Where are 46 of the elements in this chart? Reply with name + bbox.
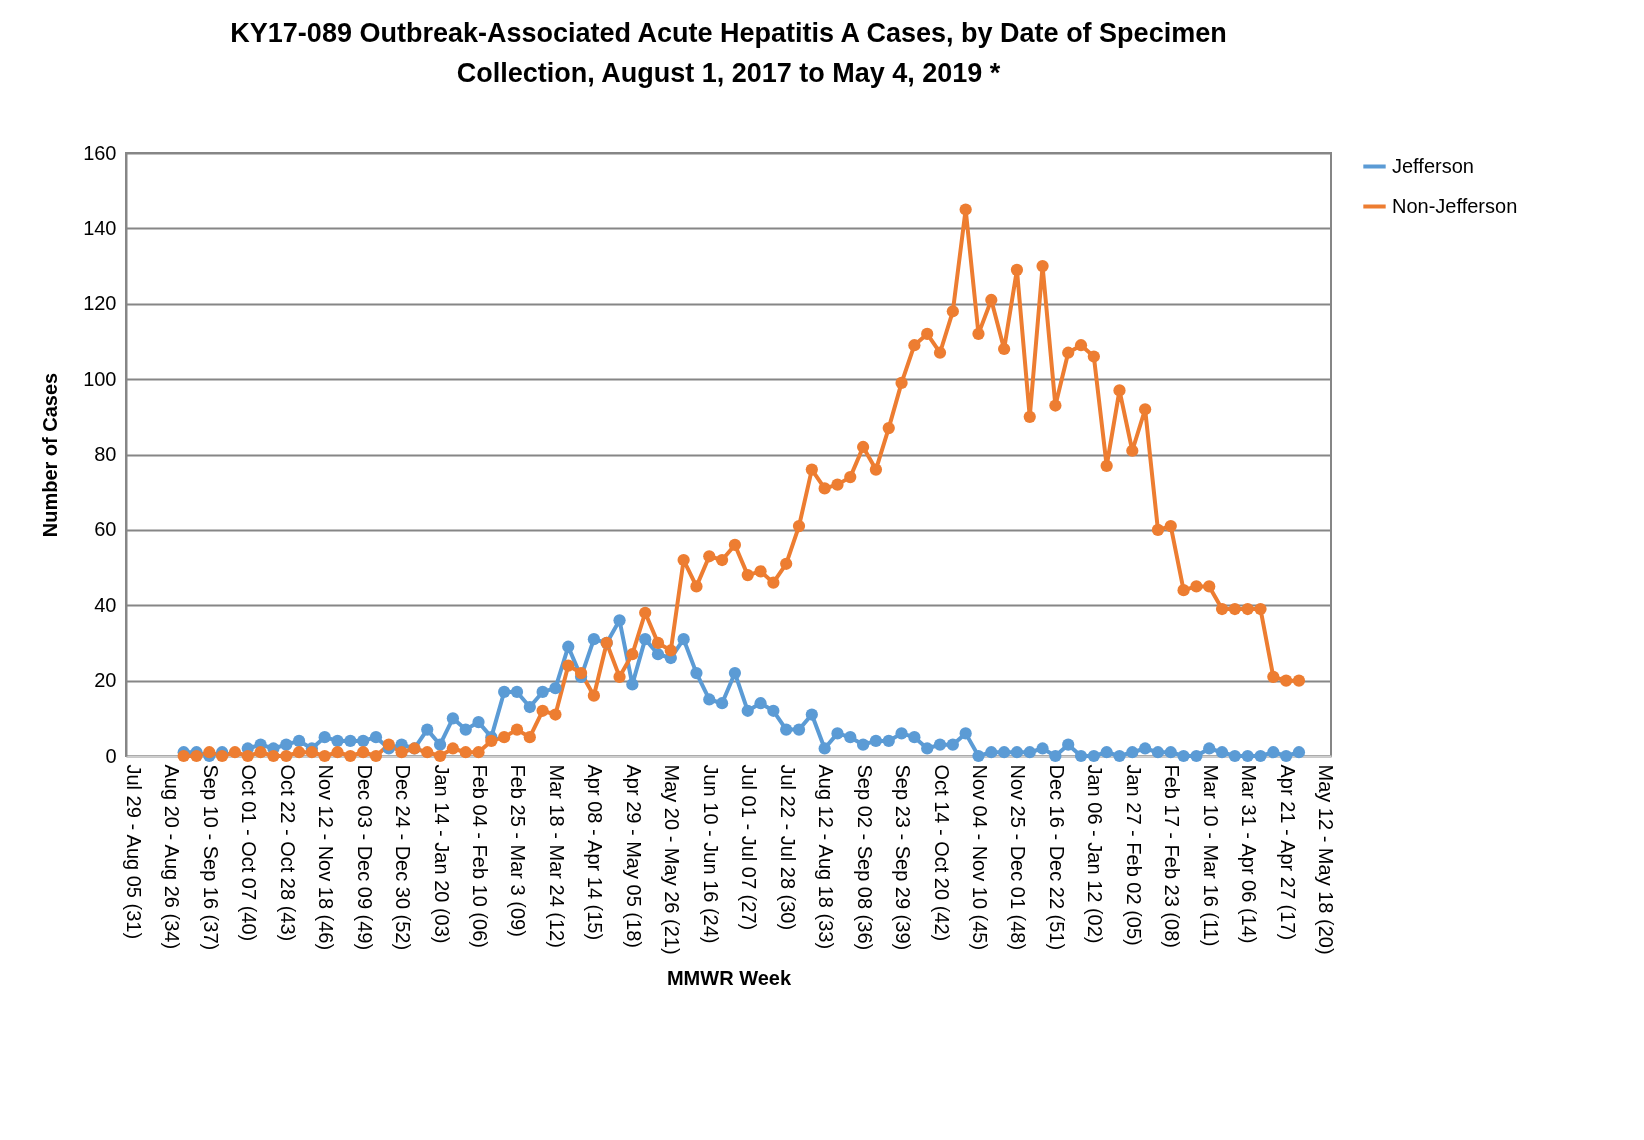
- x-tick-label: Feb 17 - Feb 23 (08): [1161, 764, 1184, 948]
- x-tick-label: Aug 20 - Aug 26 (34): [161, 764, 184, 950]
- x-tick-label: Nov 12 - Nov 18 (46): [315, 764, 338, 951]
- x-tick-label: Sep 23 - Sep 29 (39): [892, 764, 915, 951]
- x-tick-label: Apr 21 - Apr 27 (17): [1276, 764, 1299, 941]
- x-tick-label: Jan 14 - Jan 20 (03): [430, 764, 453, 944]
- legend-label: Jefferson: [1392, 154, 1474, 177]
- y-tick-label: 60: [94, 518, 117, 541]
- x-tick-label: Nov 04 - Nov 10 (45): [968, 764, 991, 951]
- x-tick-label: Jun 10 - Jun 16 (24): [699, 764, 722, 944]
- x-tick-label: May 20 - May 26 (21): [661, 764, 684, 955]
- x-tick-label: Feb 25 - Mar 3 (09): [507, 764, 530, 937]
- x-tick-label: Mar 31 - Apr 06 (14): [1238, 764, 1261, 944]
- x-tick-label: Oct 22 - Oct 28 (43): [276, 764, 299, 942]
- x-tick-label: Oct 14 - Oct 20 (42): [930, 764, 953, 942]
- x-axis-title: MMWR Week: [666, 966, 792, 989]
- x-tick-label: Dec 16 - Dec 22 (51): [1045, 764, 1068, 951]
- x-tick-label: Mar 10 - Mar 16 (11): [1199, 764, 1222, 947]
- x-tick-label: Jan 06 - Jan 12 (02): [1084, 764, 1107, 944]
- y-tick-label: 120: [83, 292, 117, 315]
- x-tick-label: Apr 29 - May 05 (18): [622, 764, 645, 948]
- x-tick-label: Feb 04 - Feb 10 (06): [469, 764, 492, 948]
- y-tick-label: 160: [83, 141, 117, 164]
- x-tick-label: Jul 22 - Jul 28 (30): [776, 764, 799, 931]
- y-tick-label: 40: [94, 593, 117, 616]
- x-tick-label: Jul 29 - Aug 05 (31): [122, 764, 145, 940]
- x-tick-label: Nov 25 - Dec 01 (48): [1007, 764, 1030, 951]
- x-tick-label: Jul 01 - Jul 07 (27): [738, 764, 761, 931]
- x-tick-label: Aug 12 - Aug 18 (33): [815, 764, 838, 950]
- x-tick-label: Apr 08 - Apr 14 (15): [584, 764, 607, 941]
- x-tick-label: Jan 27 - Feb 02 (05): [1122, 764, 1145, 946]
- x-tick-label: May 12 - May 18 (20): [1315, 764, 1338, 955]
- x-tick-label: Sep 02 - Sep 08 (36): [853, 764, 876, 951]
- x-tick-label: Dec 03 - Dec 09 (49): [353, 764, 376, 951]
- legend-label: Non-Jefferson: [1392, 194, 1518, 217]
- y-tick-label: 0: [105, 744, 117, 767]
- x-tick-label: Oct 01 - Oct 07 (40): [238, 764, 261, 942]
- x-tick-label: Sep 10 - Sep 16 (37): [199, 764, 222, 951]
- x-tick-label: Mar 18 - Mar 24 (12): [545, 764, 568, 948]
- chart-title: KY17-089 Outbreak-Associated Acute Hepatitis A Cases, by Date of Specimen Collection, August 1, 2017 to May 4, 2019 *: [230, 18, 1227, 88]
- y-tick-label: 140: [83, 216, 117, 239]
- y-axis-title: Number of Cases: [39, 372, 62, 538]
- y-tick-label: 80: [94, 443, 117, 465]
- x-tick-label: Dec 24 - Dec 30 (52): [392, 764, 415, 951]
- y-tick-label: 20: [94, 669, 117, 692]
- y-tick-label: 100: [83, 367, 117, 390]
